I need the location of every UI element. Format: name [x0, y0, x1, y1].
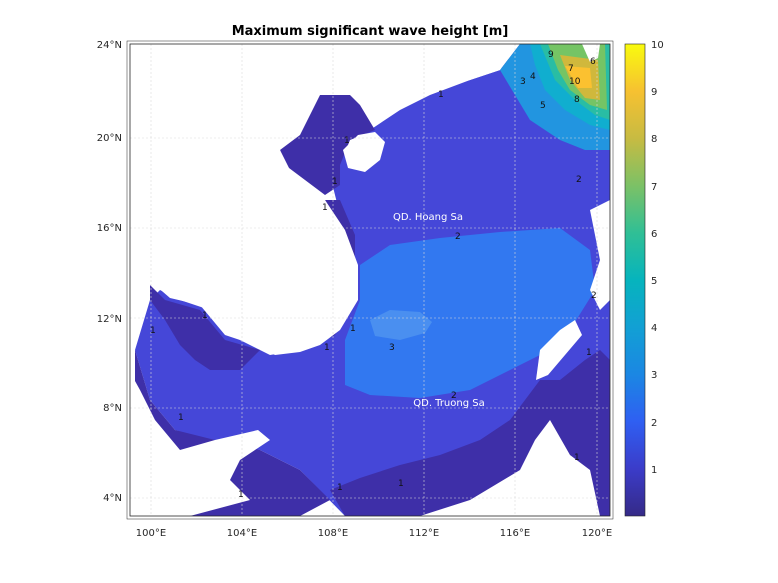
sea-level-9: [565, 66, 592, 88]
contour-label: 1: [344, 136, 350, 146]
land-palawan: [536, 320, 582, 380]
map-frame-outer: [126, 40, 614, 520]
map-title: Maximum significant wave height [m]: [232, 24, 509, 39]
colorbar: 10 9 8 7 6 5 4 3 2 1: [624, 40, 664, 517]
contour-label: 10: [569, 77, 581, 87]
sea-level-1-gulf-thailand: [150, 285, 260, 370]
contour-label: 2: [591, 291, 597, 301]
contour-label: 1: [337, 483, 343, 493]
sea-level-3b: [370, 310, 432, 340]
x-tick-label: 108°E: [318, 528, 348, 539]
x-tick-label: 120°E: [582, 528, 612, 539]
x-tick-label: 104°E: [227, 528, 257, 539]
contour-label: 7: [568, 64, 574, 74]
colorbar-tick-label: 9: [651, 87, 657, 98]
y-tick-label: 12°N: [97, 314, 122, 325]
contour-labels: 1 1 1 1 1 1 1 1 1 1 1 1 1 1 2 2 2 2 3 3 …: [150, 50, 597, 500]
colorbar-tick-label: 8: [651, 134, 657, 145]
contour-label: 1: [398, 479, 404, 489]
contour-label: 6: [590, 57, 596, 67]
land-borneo: [420, 420, 600, 516]
colorbar-tick-label: 3: [651, 370, 657, 381]
land-philippines: [590, 200, 610, 310]
contour-label: 2: [451, 391, 457, 401]
map-frame: [129, 43, 611, 517]
land-china: [130, 44, 515, 150]
y-tick-label: 24°N: [97, 40, 122, 51]
contour-label: 1: [178, 413, 184, 423]
contour-label: 1: [438, 90, 444, 100]
contour-label: 9: [548, 50, 554, 60]
contour-label: 2: [576, 175, 582, 185]
contour-label: 1: [574, 453, 580, 463]
map-area: QD. Hoang Sa QD. Truong Sa 1 1 1 1 1 1 1…: [126, 40, 614, 520]
contour-label: 3: [389, 343, 395, 353]
sea-level-1-gulf-tonkin: [280, 90, 375, 195]
contour-label: 8: [574, 95, 580, 105]
contour-label: 2: [455, 232, 461, 242]
colorbar-tick-label: 1: [651, 465, 657, 476]
land-indochina: [130, 150, 358, 355]
colorbar-gradient: [624, 43, 646, 517]
land-taiwan: [582, 44, 600, 62]
land-malay: [130, 280, 148, 360]
y-tick-label: 16°N: [97, 223, 122, 234]
colorbar-tick-label: 4: [651, 323, 657, 334]
sea-level-1-south: [330, 400, 540, 516]
y-tick-label: 4°N: [103, 493, 122, 504]
colorbar-tick-label: 6: [651, 229, 657, 240]
colorbar-tick-label: 10: [651, 40, 664, 51]
land-hainan: [343, 132, 385, 172]
contour-label: 3: [520, 77, 526, 87]
y-axis-ticks: 24°N 20°N 16°N 12°N 8°N 4°N: [97, 40, 122, 504]
y-tick-label: 8°N: [103, 403, 122, 414]
contour-label: 5: [540, 101, 546, 111]
y-tick-label: 20°N: [97, 133, 122, 144]
x-tick-label: 100°E: [136, 528, 166, 539]
contour-label: 1: [238, 490, 244, 500]
colorbar-tick-label: 2: [651, 418, 657, 429]
colorbar-tick-label: 7: [651, 182, 657, 193]
land-malay-south: [130, 372, 270, 516]
x-tick-label: 116°E: [500, 528, 530, 539]
contour-label: 1: [332, 177, 338, 187]
sea-level-3: [345, 228, 595, 398]
x-axis-ticks: 100°E 104°E 108°E 112°E 116°E 120°E: [136, 528, 612, 539]
annotation-hoang-sa: QD. Hoang Sa: [393, 212, 463, 223]
annotation-truong-sa: QD. Truong Sa: [413, 398, 484, 409]
contour-label: 1: [324, 343, 330, 353]
x-tick-label: 112°E: [409, 528, 439, 539]
contour-label: 1: [322, 203, 328, 213]
contour-label: 1: [150, 326, 156, 336]
grid-lines: [130, 44, 610, 516]
contour-label: 1: [586, 348, 592, 358]
colorbar-tick-label: 5: [651, 276, 657, 287]
contour-label: 1: [202, 311, 208, 321]
contour-label: 1: [350, 324, 356, 334]
contour-label: 4: [530, 72, 536, 82]
